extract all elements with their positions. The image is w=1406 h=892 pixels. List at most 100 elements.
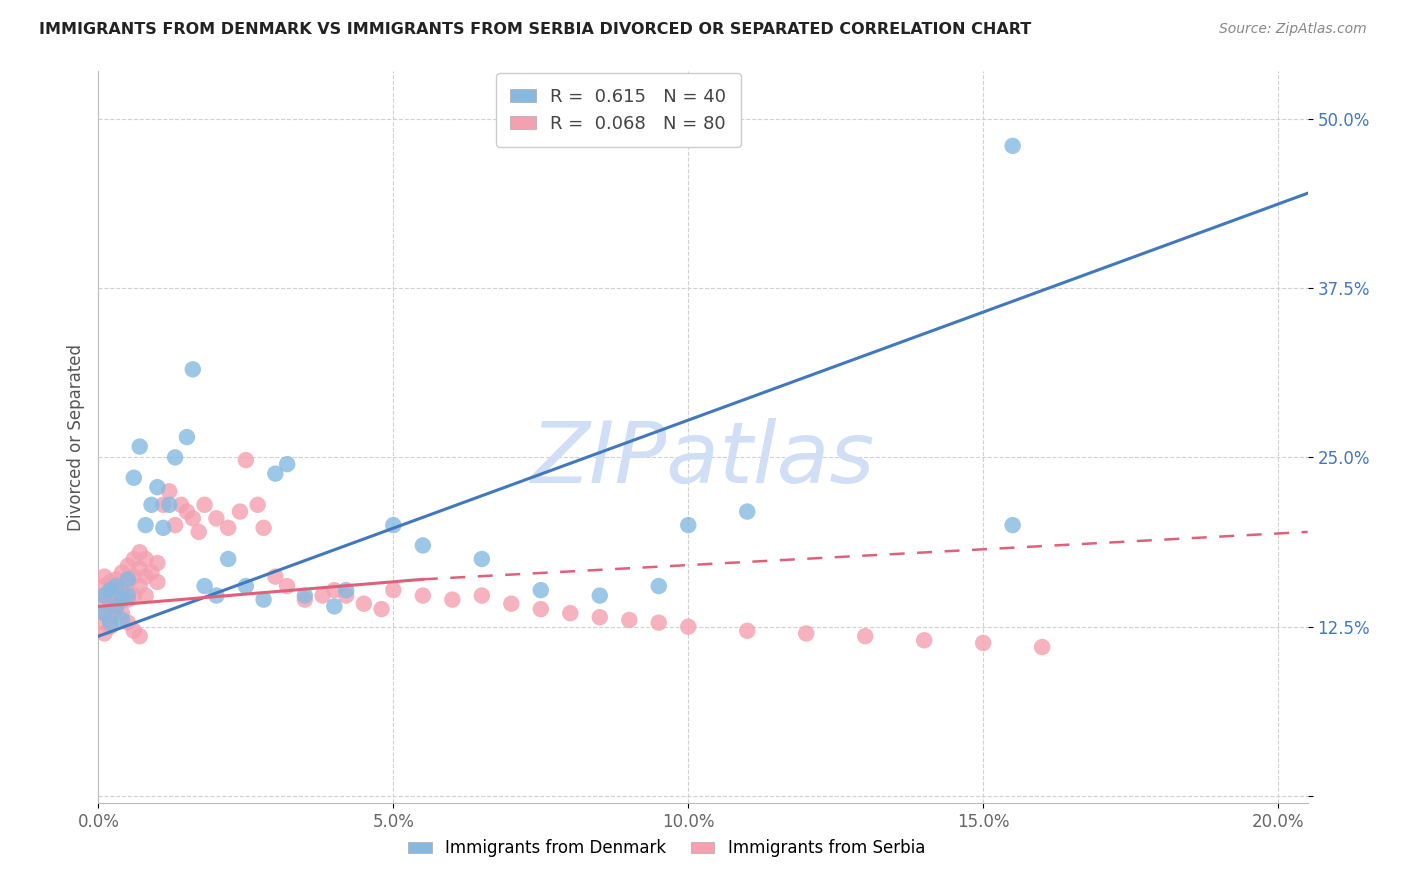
Point [276,457,298,471]
Point [181,362,204,376]
Point [264,569,287,583]
Point [294,592,316,607]
Point [335,589,357,603]
Point [98,583,121,598]
Point [128,579,150,593]
Point [530,602,553,616]
Point [98,574,121,589]
Point [98,615,121,630]
Point [235,453,257,467]
Point [471,552,494,566]
Point [141,566,163,580]
Point [111,592,134,607]
Point [128,545,150,559]
Point [176,505,198,519]
Point [146,574,169,589]
Point [353,597,375,611]
Point [135,569,157,583]
Point [735,624,758,638]
Point [152,498,174,512]
Point [98,583,121,598]
Point [111,613,134,627]
Point [128,440,150,454]
Point [619,613,641,627]
Point [1001,139,1024,153]
Point [560,606,582,620]
Point [294,589,316,603]
Point [972,636,994,650]
Point [122,589,145,603]
Point [98,602,121,616]
Point [187,524,209,539]
Point [98,610,121,624]
Point [412,538,434,552]
Point [111,566,134,580]
Point [412,589,434,603]
Point [122,624,145,638]
Point [276,579,298,593]
Point [93,589,115,603]
Point [105,572,128,586]
Point [117,592,139,607]
Point [105,589,128,603]
Point [170,498,193,512]
Point [111,606,134,620]
Point [105,579,128,593]
Point [194,579,217,593]
Point [93,606,115,620]
Point [912,633,935,648]
Point [335,583,357,598]
Point [122,471,145,485]
Point [157,484,180,499]
Point [105,579,128,593]
Point [117,574,139,589]
Text: ZIPatlas: ZIPatlas [531,417,875,500]
Point [205,511,228,525]
Point [141,498,163,512]
Legend: Immigrants from Denmark, Immigrants from Serbia: Immigrants from Denmark, Immigrants from… [402,832,932,864]
Point [93,626,115,640]
Point [246,498,269,512]
Point [678,518,700,533]
Point [152,521,174,535]
Text: Source: ZipAtlas.com: Source: ZipAtlas.com [1219,22,1367,37]
Point [122,569,145,583]
Point [648,615,671,630]
Point [93,606,115,620]
Point [98,592,121,607]
Point [111,583,134,598]
Point [128,629,150,643]
Point [105,599,128,614]
Point [229,505,252,519]
Point [93,579,115,593]
Point [471,589,494,603]
Point [194,498,217,512]
Point [853,629,876,643]
Point [93,589,115,603]
Point [98,620,121,634]
Point [146,556,169,570]
Point [165,450,187,465]
Point [217,521,239,535]
Point [217,552,239,566]
Point [311,589,333,603]
Point [135,589,157,603]
Point [1031,640,1053,654]
Point [165,518,187,533]
Point [93,569,115,583]
Point [370,602,392,616]
Point [648,579,671,593]
Point [135,552,157,566]
Point [105,597,128,611]
Point [105,602,128,616]
Point [122,552,145,566]
Point [117,589,139,603]
Point [252,592,274,607]
Point [205,589,228,603]
Point [117,615,139,630]
Point [441,592,464,607]
Point [181,511,204,525]
Point [530,583,553,598]
Point [93,597,115,611]
Point [794,626,817,640]
